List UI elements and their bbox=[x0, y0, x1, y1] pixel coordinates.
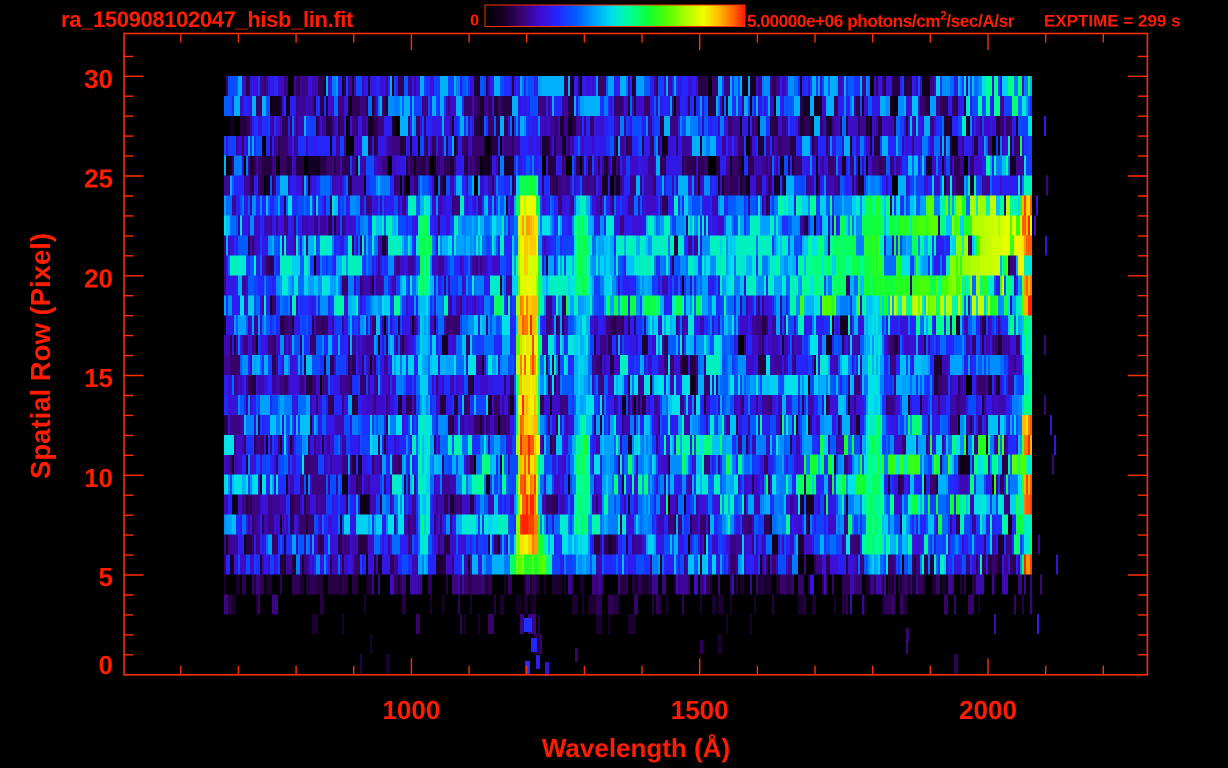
svg-text:Spatial Row (Pixel): Spatial Row (Pixel) bbox=[25, 233, 56, 479]
svg-text:10: 10 bbox=[84, 463, 113, 493]
svg-text:25: 25 bbox=[84, 163, 113, 193]
svg-text:2000: 2000 bbox=[959, 695, 1017, 725]
svg-text:0: 0 bbox=[99, 650, 113, 680]
svg-text:1000: 1000 bbox=[382, 695, 440, 725]
svg-text:15: 15 bbox=[84, 363, 113, 393]
svg-text:EXPTIME = 299 s: EXPTIME = 299 s bbox=[1044, 12, 1181, 31]
svg-text:Wavelength (Å): Wavelength (Å) bbox=[542, 733, 730, 763]
svg-text:0: 0 bbox=[470, 13, 479, 30]
svg-text:1500: 1500 bbox=[671, 695, 729, 725]
svg-text:20: 20 bbox=[84, 263, 113, 293]
svg-text:5: 5 bbox=[99, 562, 113, 592]
svg-text:5.00000e+06 photons/cm2/sec/A/: 5.00000e+06 photons/cm2/sec/A/sr bbox=[747, 9, 1015, 32]
svg-text:30: 30 bbox=[84, 64, 113, 94]
svg-text:ra_150908102047_hisb_lin.fit: ra_150908102047_hisb_lin.fit bbox=[61, 7, 354, 32]
